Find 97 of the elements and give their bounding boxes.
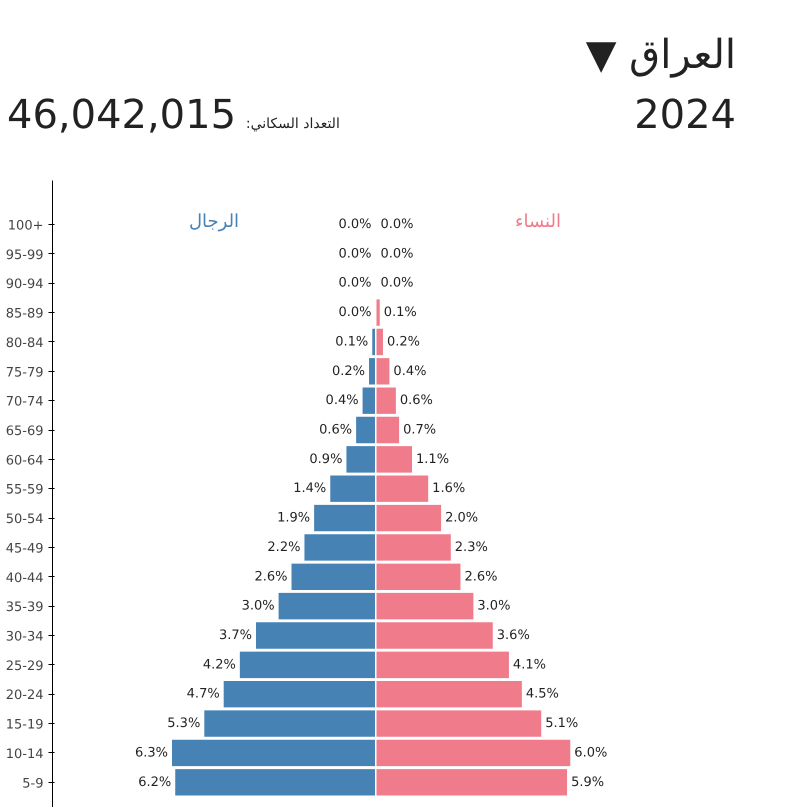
bar [376, 769, 568, 796]
bar [376, 681, 522, 708]
data-label: 2.2% [267, 540, 300, 555]
y-tick-label: 25-29 [6, 658, 44, 674]
data-label: 0.0% [338, 217, 372, 232]
bar [376, 622, 493, 649]
bar [330, 476, 375, 502]
bar [376, 299, 380, 326]
bar [204, 710, 375, 737]
data-label: 2.3% [454, 540, 488, 555]
data-label: 0.1% [335, 334, 368, 350]
data-label: 0.0% [338, 246, 372, 262]
data-label: 1.6% [432, 481, 466, 496]
data-label: 0.2% [332, 364, 366, 379]
data-label: 4.1% [512, 657, 546, 672]
bar [172, 740, 375, 766]
y-tick-label: 15-19 [6, 718, 44, 733]
data-label: 5.1% [545, 716, 578, 732]
data-label: 5.3% [167, 716, 200, 732]
data-label: 0.0% [338, 305, 372, 320]
data-label: 0.4% [393, 364, 426, 379]
data-label: 2.6% [254, 569, 288, 584]
data-label: 3.0% [242, 598, 275, 614]
data-label: 0.0% [380, 276, 414, 291]
text: 2024 [634, 91, 736, 140]
data-label: 0.1% [384, 305, 417, 320]
text: الرجال [188, 211, 240, 232]
y-tick-label: 20-24 [6, 688, 44, 704]
bar [372, 328, 375, 356]
y-tick-label: 100+ [8, 218, 44, 234]
y-tick-label: 55-59 [6, 482, 44, 498]
data-label: 2.0% [445, 510, 478, 526]
bar [376, 328, 383, 356]
data-label: 6.0% [574, 745, 608, 760]
data-label: 0.6% [319, 422, 352, 438]
data-label: 0.7% [403, 422, 436, 438]
bar [376, 387, 396, 414]
bar [224, 681, 375, 708]
bar [292, 564, 375, 590]
y-tick-label: 45-49 [6, 541, 44, 556]
y-tick-label: 95-99 [6, 248, 44, 263]
data-label: 1.1% [416, 452, 450, 467]
y-tick-label: 75-79 [6, 365, 44, 380]
bar [376, 592, 474, 620]
data-label: 0.0% [338, 276, 372, 291]
data-label: 4.7% [186, 686, 220, 702]
data-label: 3.7% [218, 628, 252, 643]
data-label: 0.0% [380, 217, 414, 232]
bar [376, 740, 570, 766]
bar [376, 476, 428, 502]
bar [369, 358, 375, 385]
y-tick-label: 85-89 [6, 306, 44, 322]
data-label: 5.9% [571, 774, 604, 790]
bar [304, 534, 375, 561]
y-tick-label: 90-94 [6, 277, 44, 292]
bar [376, 534, 451, 561]
y-tick-label: 70-74 [6, 394, 44, 410]
data-label: 4.5% [526, 686, 559, 702]
y-tick-label: 50-54 [6, 512, 44, 528]
y-tick-label: 5-9 [22, 776, 44, 792]
bar [376, 504, 442, 532]
data-label: 0.9% [309, 452, 342, 467]
data-label: 0.6% [400, 393, 433, 408]
bar [376, 358, 390, 385]
y-tick-label: 35-39 [6, 600, 44, 616]
bar [278, 592, 375, 620]
data-label: 0.4% [326, 393, 359, 408]
bar [356, 416, 375, 444]
data-label: 0.2% [386, 334, 420, 350]
bar [240, 652, 375, 678]
bar [346, 446, 375, 473]
y-tick-label: 10-14 [6, 746, 44, 762]
y-tick-label: 60-64 [6, 453, 44, 468]
bar [175, 769, 375, 796]
y-tick-label: 40-44 [6, 570, 44, 586]
bar [376, 710, 542, 737]
data-label: 6.3% [134, 745, 168, 760]
bar [376, 652, 509, 678]
text: العراق ▼ [586, 31, 736, 80]
data-label: 3.0% [477, 598, 510, 614]
bar [256, 622, 375, 649]
text: النساء [515, 211, 561, 232]
data-label: 4.2% [202, 657, 236, 672]
y-tick-label: 30-34 [6, 630, 44, 644]
data-label: 0.0% [380, 246, 414, 262]
data-label: 3.6% [496, 628, 530, 643]
bar [314, 504, 375, 532]
y-tick-label: 80-84 [6, 336, 44, 351]
y-tick-label: 65-69 [6, 424, 44, 440]
bar [376, 416, 400, 444]
bar [376, 564, 460, 590]
data-label: 1.9% [277, 510, 310, 526]
bar [376, 446, 412, 473]
data-label: 2.6% [464, 569, 498, 584]
data-label: 1.4% [293, 481, 326, 496]
data-label: 6.2% [138, 774, 172, 790]
bar [362, 387, 375, 414]
